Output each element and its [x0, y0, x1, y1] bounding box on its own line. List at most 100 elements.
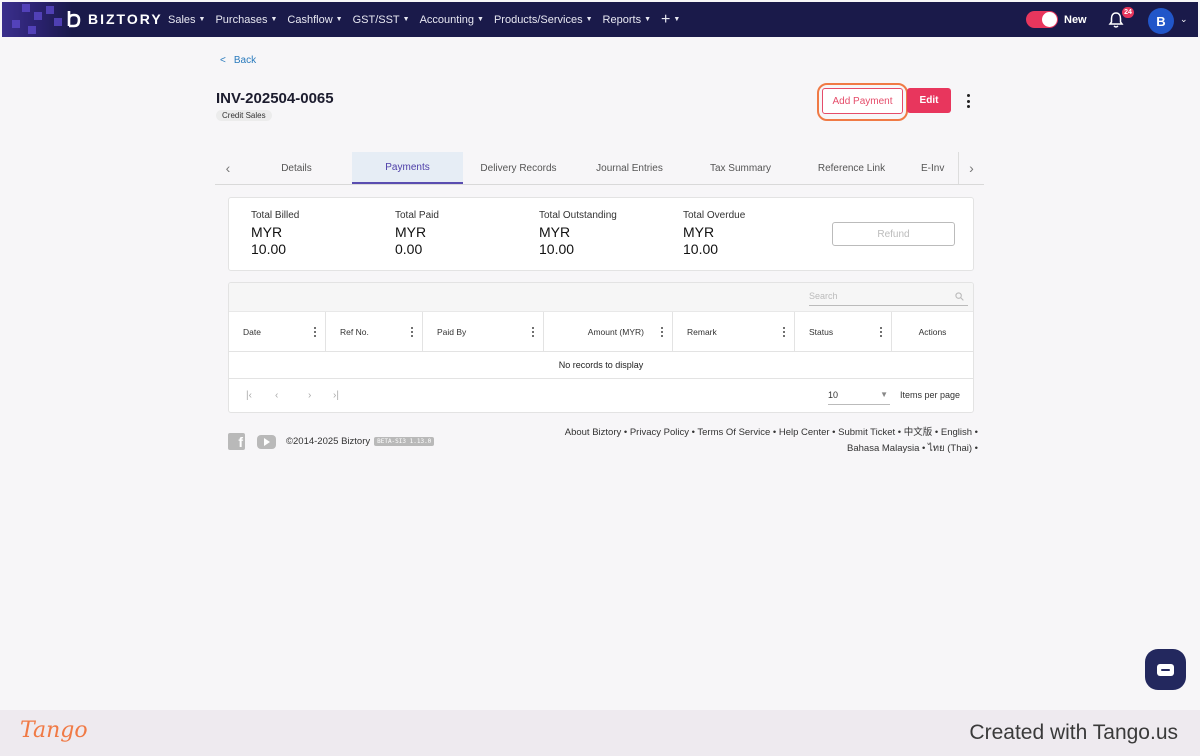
summary-currency: MYR: [683, 224, 715, 240]
refund-button[interactable]: Refund: [832, 222, 955, 246]
nav-cashflow[interactable]: Cashflow ▼: [287, 14, 342, 26]
search-input[interactable]: Search: [809, 288, 968, 306]
nav-reports[interactable]: Reports ▼: [603, 14, 651, 26]
column-header-actions: Actions: [892, 312, 973, 351]
empty-state: No records to display: [229, 352, 973, 379]
column-header-status[interactable]: Status: [795, 312, 892, 351]
tab-tax-summary[interactable]: Tax Summary: [709, 162, 772, 174]
more-options-icon[interactable]: [963, 92, 973, 110]
column-header-remark[interactable]: Remark: [673, 312, 795, 351]
summary-value: 0.00: [395, 241, 423, 257]
column-label: Paid By: [437, 326, 467, 337]
next-page-icon[interactable]: ›: [308, 390, 312, 401]
nav-gst-sst[interactable]: GST/SST ▼: [353, 14, 410, 26]
chevron-down-icon: ▼: [673, 16, 681, 23]
main-nav: Sales ▼ Purchases ▼ Cashflow ▼ GST/SST ▼ Acc…: [168, 2, 680, 37]
chevron-left-icon: <: [220, 55, 226, 66]
chevron-down-icon: ▼: [880, 390, 888, 399]
column-menu-icon[interactable]: [880, 327, 883, 337]
toggle-switch[interactable]: [1026, 11, 1058, 28]
chat-widget-button[interactable]: [1145, 649, 1186, 690]
summary-label: Total Outstanding: [539, 210, 617, 221]
tab-delivery-records[interactable]: Delivery Records: [480, 162, 557, 174]
column-menu-icon[interactable]: [661, 327, 664, 337]
chevron-down-icon[interactable]: ⌄: [1180, 14, 1188, 24]
column-header-paid-by[interactable]: Paid By: [423, 312, 544, 351]
column-label: Amount (MYR): [587, 326, 644, 337]
brand-logo[interactable]: BIZTORY: [66, 10, 163, 28]
summary-value: 10.00: [683, 241, 719, 257]
youtube-icon[interactable]: [257, 435, 276, 449]
column-menu-icon[interactable]: [783, 327, 786, 337]
bell-icon[interactable]: [1106, 10, 1126, 30]
column-label: Status: [809, 326, 834, 337]
tab-e-invoice[interactable]: E-Inv: [921, 162, 945, 174]
page-title: INV-202504-0065: [216, 90, 334, 107]
nav-label: Cashflow: [287, 13, 333, 26]
first-page-icon[interactable]: |‹: [246, 390, 252, 401]
biztory-logo-icon: [67, 11, 81, 28]
version-badge: BETA-SI3 1.13.0: [374, 437, 435, 446]
add-payment-button[interactable]: Add Payment: [822, 88, 903, 114]
chat-icon: [1157, 663, 1174, 676]
tango-logo: Tango: [20, 718, 88, 743]
nav-label: Accounting: [419, 13, 475, 26]
tab-journal-entries[interactable]: Journal Entries: [596, 162, 663, 174]
chevron-down-icon: ▼: [198, 16, 206, 23]
column-menu-icon[interactable]: [532, 327, 535, 337]
column-header-ref-no[interactable]: Ref No.: [326, 312, 423, 351]
payment-summary-card: Total Billed MYR 10.00 Total Paid MYR 0.…: [228, 197, 974, 271]
pagination: |‹ ‹ › ›| 10 ▼ Items per page: [229, 379, 973, 412]
search-placeholder: Search: [809, 291, 838, 301]
summary-label: Total Overdue: [683, 210, 746, 221]
tango-credit: Created with Tango.us: [969, 721, 1178, 744]
invoice-type-tag: Credit Sales: [216, 110, 272, 121]
total-outstanding: Total Outstanding MYR 10.00: [539, 210, 617, 258]
footer-links-line[interactable]: Bahasa Malaysia • ไทย (Thai) •: [847, 443, 978, 454]
column-menu-icon[interactable]: [314, 327, 317, 337]
chevron-left-icon[interactable]: ‹: [225, 160, 231, 176]
notification-badge: 24: [1122, 7, 1134, 18]
copyright-text: ©2014-2025 Biztory: [286, 436, 371, 447]
nav-purchases[interactable]: Purchases ▼: [215, 14, 277, 26]
column-header-date[interactable]: Date: [229, 312, 326, 351]
back-link[interactable]: < Back: [220, 55, 256, 66]
edit-button[interactable]: Edit: [907, 88, 951, 113]
nav-products-services[interactable]: Products/Services ▼: [494, 14, 593, 26]
column-label: Remark: [687, 326, 717, 337]
column-menu-icon[interactable]: [411, 327, 414, 337]
nav-accounting[interactable]: Accounting ▼: [420, 14, 484, 26]
facebook-icon[interactable]: f: [228, 433, 245, 450]
column-header-amount[interactable]: Amount (MYR): [544, 312, 673, 351]
summary-value: 10.00: [539, 241, 575, 257]
search-icon: [955, 292, 964, 301]
page-size-value: 10: [828, 390, 839, 400]
tab-payments[interactable]: Payments: [352, 152, 463, 184]
nav-sales[interactable]: Sales ▼: [168, 14, 205, 26]
chevron-down-icon: ▼: [477, 16, 484, 23]
page-size-label: Items per page: [900, 390, 961, 400]
new-ui-toggle[interactable]: New: [1026, 11, 1087, 28]
quick-create-button[interactable]: + ▼: [661, 11, 680, 29]
tab-details[interactable]: Details: [281, 162, 312, 174]
column-label: Ref No.: [340, 326, 369, 337]
tab-bar: ‹ Details Payments Delivery Records Jour…: [215, 152, 984, 185]
brand-pattern: [2, 2, 72, 37]
avatar[interactable]: B: [1148, 8, 1174, 34]
chevron-right-icon[interactable]: ›: [958, 152, 984, 184]
plus-icon: +: [661, 10, 671, 28]
tab-reference-link[interactable]: Reference Link: [817, 162, 886, 174]
last-page-icon[interactable]: ›|: [333, 390, 339, 401]
page-size-select[interactable]: 10 ▼: [828, 387, 890, 405]
tango-footer-bar: Tango Created with Tango.us: [0, 710, 1200, 756]
tab-list: Details Payments Delivery Records Journa…: [241, 152, 958, 184]
footer-links-line[interactable]: About Biztory • Privacy Policy • Terms O…: [564, 427, 978, 438]
prev-page-icon[interactable]: ‹: [275, 390, 279, 401]
nav-label: Sales: [168, 13, 196, 26]
chevron-down-icon: ▼: [402, 16, 410, 23]
top-navbar: BIZTORY Sales ▼ Purchases ▼ Cashflow ▼ GST/…: [2, 2, 1198, 37]
footer-links: About Biztory • Privacy Policy • Terms O…: [540, 425, 978, 457]
chevron-down-icon: ▼: [335, 16, 343, 23]
summary-currency: MYR: [251, 224, 283, 240]
summary-value: 10.00: [251, 241, 287, 257]
